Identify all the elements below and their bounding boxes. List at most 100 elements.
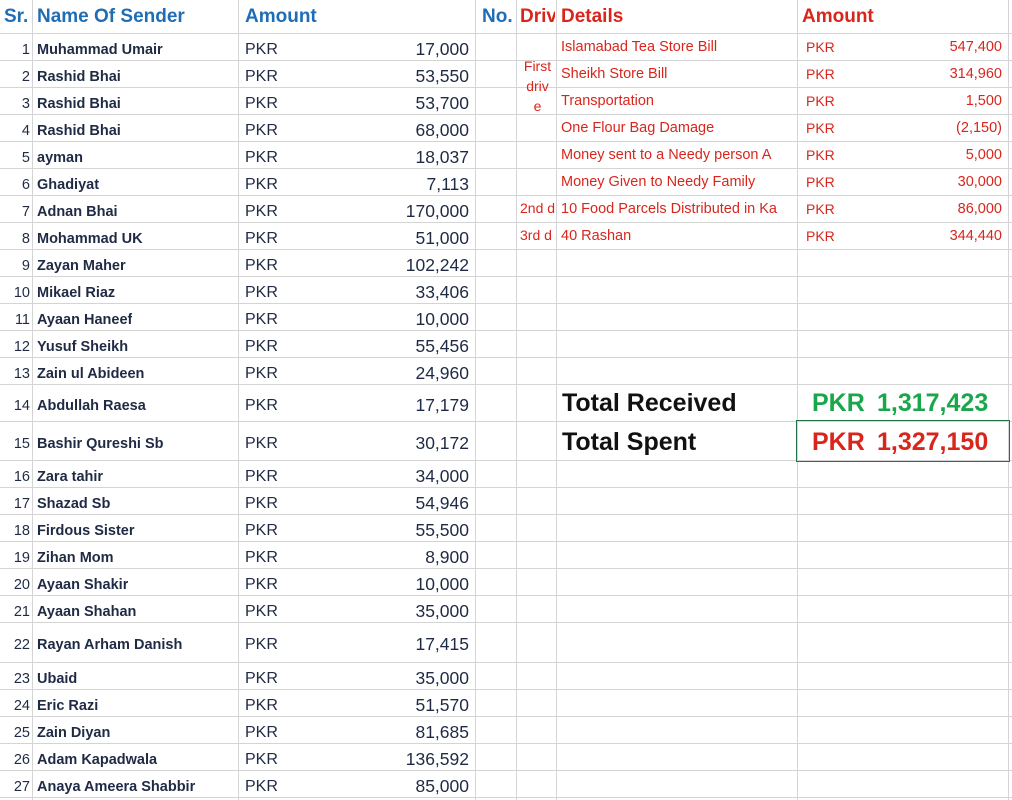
sender-amount[interactable]: 51,570 (415, 697, 469, 715)
sender-currency[interactable]: PKR (245, 725, 278, 741)
sender-currency[interactable]: PKR (245, 577, 278, 593)
sender-amount[interactable]: 53,550 (415, 68, 469, 86)
sender-sr[interactable]: 5 (21, 151, 30, 166)
sender-sr[interactable]: 23 (13, 672, 30, 687)
sender-sr[interactable]: 16 (13, 470, 30, 485)
sender-name[interactable]: Zihan Mom (37, 551, 114, 566)
sender-amount[interactable]: 17,179 (415, 397, 469, 415)
total-received-currency[interactable]: PKR (812, 391, 865, 416)
sender-currency[interactable]: PKR (245, 366, 278, 382)
sender-sr[interactable]: 8 (21, 232, 30, 247)
sender-sr[interactable]: 4 (21, 124, 30, 139)
drive-second[interactable]: 2nd d (520, 201, 555, 215)
sender-amount[interactable]: 18,037 (415, 149, 469, 167)
sender-name[interactable]: Zayan Maher (37, 259, 126, 274)
sender-amount[interactable]: 55,456 (415, 338, 469, 356)
sender-amount[interactable]: 34,000 (415, 468, 469, 486)
sender-currency[interactable]: PKR (245, 312, 278, 328)
expense-detail[interactable]: Money sent to a Needy person A (561, 148, 772, 163)
sender-currency[interactable]: PKR (245, 96, 278, 112)
sender-sr[interactable]: 25 (13, 726, 30, 741)
sender-amount[interactable]: 68,000 (415, 122, 469, 140)
sender-currency[interactable]: PKR (245, 671, 278, 687)
expense-amount[interactable]: 344,440 (949, 229, 1002, 244)
sender-name[interactable]: Ghadiyat (37, 178, 100, 193)
sender-currency[interactable]: PKR (245, 436, 278, 452)
sender-currency[interactable]: PKR (245, 698, 278, 714)
sender-amount[interactable]: 81,685 (415, 724, 469, 742)
header-sr[interactable]: Sr. (4, 7, 29, 26)
sender-sr[interactable]: 1 (21, 43, 30, 58)
sender-sr[interactable]: 7 (21, 205, 30, 220)
sender-amount[interactable]: 7,113 (426, 176, 470, 194)
sender-amount[interactable]: 53,700 (415, 95, 469, 113)
sender-sr[interactable]: 9 (21, 259, 30, 274)
selected-cell[interactable] (796, 420, 1010, 462)
sender-sr[interactable]: 19 (13, 551, 30, 566)
sender-name[interactable]: Zara tahir (37, 470, 104, 485)
sender-name[interactable]: Zain Diyan (37, 726, 111, 741)
sender-amount[interactable]: 35,000 (415, 670, 469, 688)
sender-name[interactable]: Adam Kapadwala (37, 753, 158, 768)
sender-currency[interactable]: PKR (245, 779, 278, 795)
sender-currency[interactable]: PKR (245, 258, 278, 274)
expense-detail[interactable]: Money Given to Needy Family (561, 175, 756, 190)
expense-amount[interactable]: 547,400 (949, 40, 1002, 55)
header-drive[interactable]: Driv (520, 7, 555, 26)
sender-amount[interactable]: 170,000 (405, 203, 469, 221)
expense-amount[interactable]: 314,960 (949, 67, 1002, 82)
drive-third[interactable]: 3rd d (520, 228, 552, 242)
sender-amount[interactable]: 30,172 (415, 435, 469, 453)
sender-amount[interactable]: 10,000 (415, 311, 469, 329)
sender-name[interactable]: Muhammad Umair (37, 43, 163, 58)
sender-currency[interactable]: PKR (245, 231, 278, 247)
sender-amount[interactable]: 24,960 (415, 365, 469, 383)
sender-sr[interactable]: 22 (13, 638, 30, 653)
sender-name[interactable]: Rashid Bhai (37, 70, 121, 85)
header-name-of-sender[interactable]: Name Of Sender (37, 7, 185, 26)
sender-sr[interactable]: 21 (13, 605, 30, 620)
sender-amount[interactable]: 35,000 (415, 603, 469, 621)
expense-currency[interactable]: PKR (806, 40, 835, 54)
sender-amount[interactable]: 51,000 (415, 230, 469, 248)
sender-name[interactable]: Rashid Bhai (37, 124, 121, 139)
sender-currency[interactable]: PKR (245, 339, 278, 355)
total-received-label[interactable]: Total Received (562, 391, 737, 416)
sender-currency[interactable]: PKR (245, 285, 278, 301)
sender-currency[interactable]: PKR (245, 523, 278, 539)
sender-amount[interactable]: 136,592 (405, 751, 469, 769)
sender-currency[interactable]: PKR (245, 177, 278, 193)
total-received-value[interactable]: 1,317,423 (877, 391, 989, 416)
sender-name[interactable]: Yusuf Sheikh (37, 340, 129, 355)
expense-amount[interactable]: 30,000 (957, 175, 1002, 190)
expense-detail[interactable]: One Flour Bag Damage (561, 121, 715, 136)
expense-amount[interactable]: 86,000 (957, 202, 1002, 217)
sender-amount[interactable]: 55,500 (415, 522, 469, 540)
sender-currency[interactable]: PKR (245, 550, 278, 566)
header-no[interactable]: No. (482, 7, 513, 26)
sender-amount[interactable]: 102,242 (405, 257, 469, 275)
sender-sr[interactable]: 26 (13, 753, 30, 768)
sender-name[interactable]: Rashid Bhai (37, 97, 121, 112)
sender-currency[interactable]: PKR (245, 42, 278, 58)
sender-currency[interactable]: PKR (245, 204, 278, 220)
expense-detail[interactable]: Transportation (561, 94, 654, 109)
sender-sr[interactable]: 2 (21, 70, 30, 85)
sender-currency[interactable]: PKR (245, 496, 278, 512)
expense-amount[interactable]: 5,000 (965, 148, 1002, 163)
sender-amount[interactable]: 33,406 (415, 284, 469, 302)
sender-sr[interactable]: 12 (13, 340, 30, 355)
expense-amount[interactable]: 1,500 (965, 94, 1002, 109)
expense-currency[interactable]: PKR (806, 229, 835, 243)
sender-sr[interactable]: 20 (13, 578, 30, 593)
sender-amount[interactable]: 17,415 (415, 636, 469, 654)
sender-amount[interactable]: 8,900 (425, 549, 469, 567)
sender-name[interactable]: Mikael Riaz (37, 286, 116, 301)
sender-name[interactable]: Rayan Arham Danish (37, 638, 183, 653)
sender-name[interactable]: Adnan Bhai (37, 205, 118, 220)
expense-detail[interactable]: 10 Food Parcels Distributed in Ka (561, 202, 777, 217)
total-spent-value[interactable]: 1,327,150 (877, 430, 989, 455)
sender-sr[interactable]: 14 (13, 399, 30, 414)
sender-name[interactable]: Ubaid (37, 672, 78, 687)
sender-name[interactable]: Shazad Sb (37, 497, 111, 512)
